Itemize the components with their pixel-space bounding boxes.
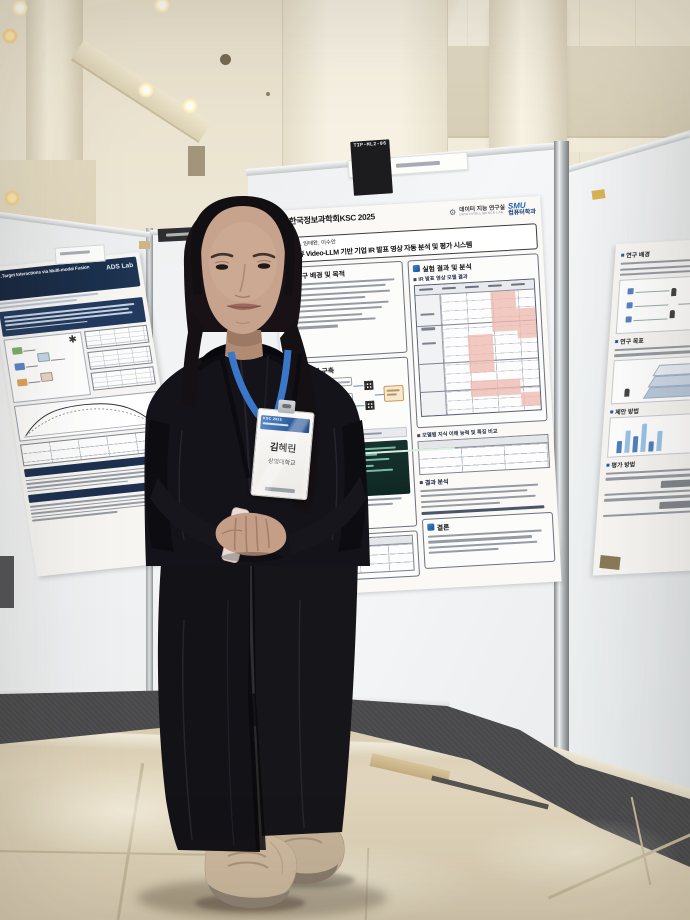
poster-left-ads: …Target Interactions via Multi-modal Fus… xyxy=(0,252,189,577)
line-chart-svg xyxy=(23,402,156,438)
badge-name: 김혜린 xyxy=(269,441,297,456)
wall-recess xyxy=(188,146,205,176)
person-arms-hands xyxy=(150,476,366,563)
downlight xyxy=(4,190,20,206)
downlight xyxy=(2,28,18,44)
tape-piece xyxy=(139,241,150,249)
ceiling-dot xyxy=(266,92,270,96)
board-frame-post-aluminum xyxy=(554,141,569,769)
badge-footer-logo xyxy=(264,486,295,494)
badge-clip-hole xyxy=(282,403,292,409)
downlight xyxy=(138,82,154,98)
badge-clip xyxy=(277,399,296,414)
downlight xyxy=(154,0,170,13)
ads-line-chart xyxy=(13,390,163,442)
shadow-wedge xyxy=(0,556,14,608)
conference-badge: KSC 2025 김혜린 상명대학교 xyxy=(250,399,315,501)
badge-header-band: KSC 2025 xyxy=(260,415,311,434)
badge-header-bar xyxy=(262,422,289,427)
ceiling-sprinkler xyxy=(220,54,231,65)
downlight xyxy=(12,0,28,16)
badge-affiliation: 상명대학교 xyxy=(267,458,296,468)
badge-header-text: KSC 2025 xyxy=(262,416,283,422)
person-legs xyxy=(157,552,358,852)
downlight xyxy=(182,98,198,114)
